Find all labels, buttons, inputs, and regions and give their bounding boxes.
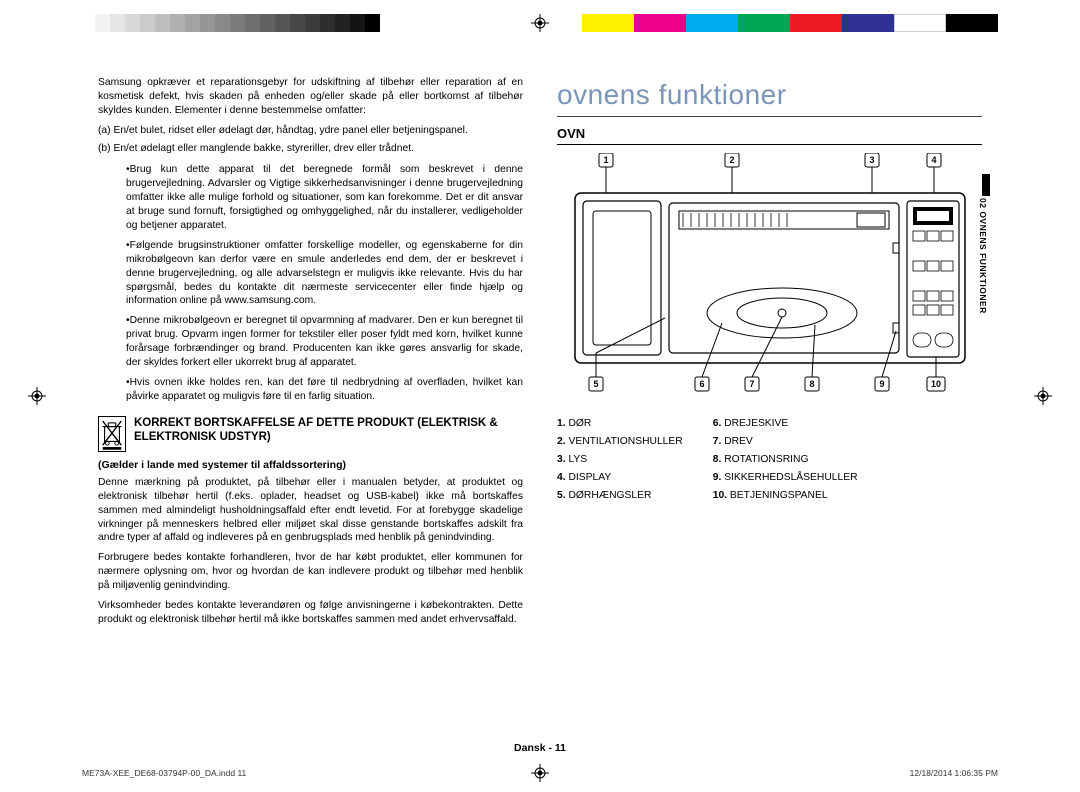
bullet-3: Denne mikrobølgeovn er beregnet til opva… xyxy=(98,314,523,370)
section-title: ovnens funktioner xyxy=(557,76,982,114)
item-b: (b) En/et ødelagt eller manglende bakke,… xyxy=(98,142,523,156)
reg-mark-left xyxy=(28,387,46,405)
reg-mark-top xyxy=(531,14,549,32)
weee-para-1: Denne mærkning på produktet, på tilbehør… xyxy=(98,476,523,545)
weee-para-3: Virksomheder bedes kontakte leverandøren… xyxy=(98,599,523,627)
weee-block: KORREKT BORTSKAFFELSE AF DETTE PRODUKT (… xyxy=(98,416,523,452)
oven-diagram: 1 2 3 4 xyxy=(557,153,982,403)
bullet-4: Hvis ovnen ikke holdes ren, kan det føre… xyxy=(98,376,523,404)
footer-timestamp: 12/18/2014 1:06:35 PM xyxy=(910,768,998,778)
left-column: Samsung opkræver et reparationsgebyr for… xyxy=(98,76,523,633)
weee-subtitle: (Gælder i lande med systemer til affalds… xyxy=(98,458,523,472)
svg-text:2: 2 xyxy=(729,155,734,165)
bullet-1: Brug kun dette apparat til det beregnede… xyxy=(98,163,523,232)
svg-text:1: 1 xyxy=(603,155,608,165)
reg-mark-bottom xyxy=(531,764,549,782)
svg-text:6: 6 xyxy=(699,379,704,389)
legend: 1. DØR 2. VENTILATIONSHULLER 3. LYS 4. D… xyxy=(557,417,982,506)
svg-text:9: 9 xyxy=(879,379,884,389)
reg-mark-right xyxy=(1034,387,1052,405)
sub-heading: OVN xyxy=(557,125,982,146)
item-a: (a) En/et bulet, ridset eller ødelagt dø… xyxy=(98,124,523,138)
svg-text:4: 4 xyxy=(931,155,936,165)
weee-para-2: Forbrugere bedes kontakte forhandleren, … xyxy=(98,551,523,593)
svg-text:8: 8 xyxy=(809,379,814,389)
intro-text: Samsung opkræver et reparationsgebyr for… xyxy=(98,76,523,118)
legend-col-;: 1. DØR 2. VENTILATIONSHULLER 3. LYS 4. D… xyxy=(557,417,683,506)
svg-text:3: 3 xyxy=(869,155,874,165)
footer-filename: ME73A-XEE_DE68-03794P-00_DA.indd 11 xyxy=(82,768,246,778)
weee-icon xyxy=(98,416,126,452)
right-column: ovnens funktioner OVN 1 2 3 4 xyxy=(557,76,982,633)
legend-col-2: 6. DREJESKIVE 7. DREV 8. ROTATIONSRING 9… xyxy=(713,417,858,506)
color-bar-grayscale xyxy=(80,14,380,32)
bullet-2: Følgende brugsinstruktioner omfatter for… xyxy=(98,239,523,308)
footer-page-number: Dansk - 11 xyxy=(0,742,1080,754)
weee-title: KORREKT BORTSKAFFELSE AF DETTE PRODUKT (… xyxy=(134,416,523,445)
svg-text:5: 5 xyxy=(593,379,598,389)
svg-text:7: 7 xyxy=(749,379,754,389)
color-bar-cmyk xyxy=(582,14,998,32)
svg-text:10: 10 xyxy=(931,379,941,389)
